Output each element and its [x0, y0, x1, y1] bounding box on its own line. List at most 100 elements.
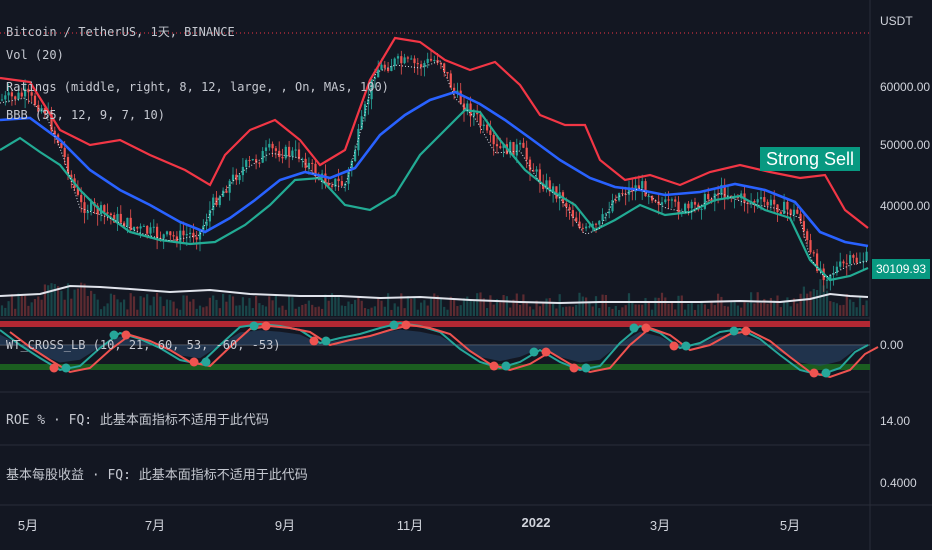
candle-body	[664, 199, 667, 203]
volume-bar	[324, 294, 327, 316]
candle-body	[314, 163, 317, 177]
candle-body	[142, 225, 145, 227]
candle-body	[565, 203, 568, 208]
eps-label[interactable]: 基本每股收益 · FQ: 此基本面指标不适用于此代码	[6, 468, 308, 483]
candle-body	[218, 196, 221, 206]
candle-body	[165, 231, 169, 235]
volume-bar	[198, 305, 202, 316]
volume-bar	[651, 309, 654, 316]
candle-body	[499, 146, 502, 149]
candle-body	[726, 195, 730, 198]
volume-bar	[611, 308, 614, 316]
candle-body	[786, 201, 789, 210]
volume-bar	[241, 297, 244, 316]
cross-dot	[809, 368, 819, 378]
volume-bar	[387, 293, 390, 316]
candle-body	[588, 226, 591, 228]
volume-bar	[684, 309, 687, 316]
symbol-title[interactable]: Bitcoin / TetherUS, 1天, BINANCE	[6, 25, 235, 39]
volume-bar	[845, 294, 848, 316]
candle-body	[571, 210, 574, 218]
candle-body	[50, 111, 53, 131]
oscillator-label[interactable]: WT_CROSS_LB (10, 21, 60, 53, -60, -53)	[6, 338, 281, 352]
volume-bar	[179, 309, 182, 316]
volume-bar	[588, 301, 591, 316]
indicator-bbb-label[interactable]: BBB (35, 12, 9, 7, 10)	[6, 108, 165, 122]
volume-bar	[726, 306, 730, 316]
volume-bar	[687, 304, 690, 316]
candle-body	[637, 185, 640, 189]
candle-body	[198, 231, 202, 240]
volume-bar	[555, 308, 558, 316]
candle-body	[552, 186, 555, 192]
indicator-ratings-label[interactable]: Ratings (middle, right, 8, 12, large, , …	[6, 80, 389, 94]
volume-bar	[779, 307, 782, 316]
volume-bar	[136, 309, 139, 316]
candle-body	[736, 196, 739, 199]
volume-bar	[621, 307, 624, 316]
volume-bar	[228, 294, 231, 316]
candle-body	[670, 199, 673, 201]
roe-label[interactable]: ROE % · FQ: 此基本面指标不适用于此代码	[6, 413, 269, 428]
candle-body	[829, 274, 832, 280]
candle-body	[390, 65, 393, 72]
volume-bar	[57, 286, 60, 316]
candle-body	[528, 159, 532, 171]
candle-body	[245, 160, 248, 167]
volume-bar	[608, 306, 611, 316]
cross-dot	[569, 363, 579, 373]
candle-body	[162, 234, 165, 239]
candle-body	[106, 212, 109, 214]
volume-bar	[251, 308, 254, 316]
candle-body	[677, 201, 680, 214]
candle-body	[119, 213, 122, 223]
candle-body	[403, 57, 406, 64]
volume-bar	[413, 297, 416, 316]
volume-bar	[743, 302, 746, 316]
volume-bar	[601, 294, 604, 316]
volume-bar	[156, 292, 159, 316]
indicator-volume-label[interactable]: Vol (20)	[6, 48, 64, 62]
volume-bar	[542, 302, 545, 316]
candle-body	[377, 69, 380, 78]
volume-bar	[855, 307, 858, 316]
candle-body	[548, 180, 551, 192]
volume-bar	[80, 282, 83, 316]
volume-bar	[776, 295, 779, 316]
candle-body	[241, 166, 244, 176]
volume-bar	[258, 303, 261, 316]
volume-bar	[812, 288, 815, 316]
volume-ma-line	[0, 284, 869, 305]
volume-bar	[548, 298, 551, 316]
volume-bar	[492, 304, 495, 316]
candle-body	[149, 227, 152, 234]
volume-bar	[218, 308, 221, 316]
roe-axis-tick: 14.00	[880, 414, 911, 428]
candle-body	[783, 201, 786, 214]
volume-bar	[109, 293, 112, 316]
candle-body	[449, 73, 452, 88]
volume-bar	[169, 300, 172, 316]
volume-bar	[835, 303, 838, 316]
candle-body	[109, 213, 112, 216]
candle-body	[799, 213, 802, 222]
candle-body	[466, 103, 469, 111]
volume-bar	[627, 293, 631, 316]
candle-body	[568, 207, 571, 211]
candle-body	[103, 205, 106, 213]
candle-body	[423, 62, 426, 68]
candle-body	[255, 159, 258, 163]
candle-body	[116, 213, 119, 223]
candle-body	[575, 217, 578, 222]
volume-bar	[667, 303, 670, 316]
volume-bar	[723, 305, 726, 316]
candle-body	[20, 92, 23, 97]
time-tick: 9月	[274, 518, 296, 533]
volume-bar	[829, 301, 832, 316]
volume-bar	[132, 296, 136, 316]
volume-bar	[60, 290, 63, 316]
candle-body	[172, 235, 175, 237]
volume-bar	[142, 297, 145, 316]
volume-bar	[624, 305, 627, 316]
